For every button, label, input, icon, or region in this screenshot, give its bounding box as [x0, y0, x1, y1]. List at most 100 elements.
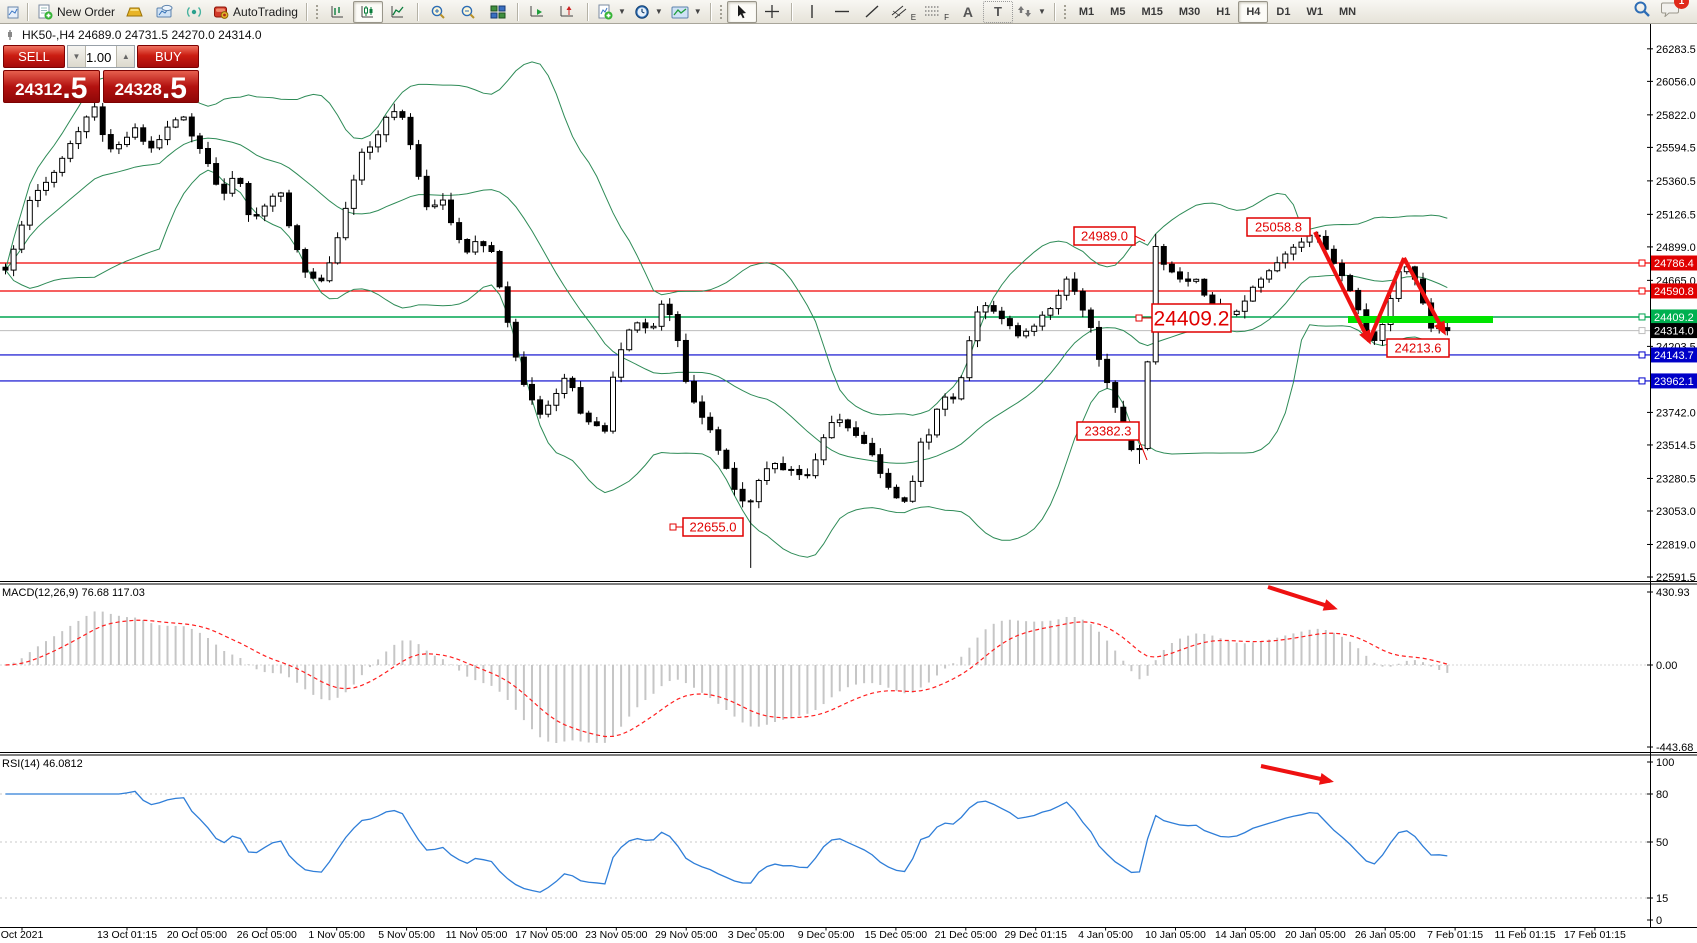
toolbar-drag-handle[interactable] — [718, 3, 724, 20]
price-annotation-box[interactable] — [1246, 217, 1311, 237]
chart-shift-button[interactable] — [553, 1, 583, 23]
trend-arrow[interactable] — [1260, 764, 1331, 783]
autotrading-icon — [214, 6, 229, 19]
rsi-line[interactable] — [5, 790, 1448, 893]
gold-ingot-button[interactable] — [119, 1, 149, 23]
buy-price-frac: .5 — [161, 71, 187, 105]
cursor-tool-button[interactable] — [726, 0, 757, 23]
timeframe-button-m30[interactable]: M30 — [1178, 5, 1201, 18]
new-order-button[interactable]: New Order — [33, 1, 119, 23]
indicators-icon — [598, 4, 613, 19]
bollinger-band-line[interactable] — [5, 61, 1448, 416]
fibonacci-tool-button[interactable]: F — [920, 1, 953, 23]
text-tool-button[interactable]: A — [953, 1, 983, 23]
macd-axis-label: 430.93 — [1656, 587, 1690, 599]
buy-button[interactable]: BUY — [137, 45, 200, 68]
price-axis[interactable]: 26283.5 26056.0 25822.0 25594.5 25360.5 25126… — [1638, 44, 1697, 584]
price-annotation-box[interactable] — [1151, 303, 1232, 333]
auto-scroll-button[interactable] — [523, 1, 553, 23]
vertical-line-tool-button[interactable] — [797, 1, 827, 23]
timeframe-button-w1[interactable]: W1 — [1306, 5, 1323, 18]
trend-arrow[interactable] — [1267, 585, 1335, 610]
trend-arrow-head — [1318, 773, 1334, 785]
autotrading-button[interactable]: AutoTrading — [209, 1, 302, 23]
new-order-icon — [38, 4, 53, 19]
y-axis-label: 25126.5 — [1656, 209, 1696, 221]
time-axis[interactable]: Oct 2021 13 Oct 01:15 20 Oct 05:00 26 Oct 0… — [1, 927, 1626, 942]
tile-windows-icon — [490, 5, 506, 19]
toolbar-drag-handle[interactable] — [1062, 3, 1068, 20]
tile-windows-button[interactable] — [483, 1, 513, 23]
price-annotation-box[interactable] — [1386, 338, 1450, 358]
sell-price-button[interactable]: 24312.5 — [3, 70, 100, 103]
x-axis-label: 14 Jan 05:00 — [1215, 929, 1276, 941]
price-annotation-text: 24989.0 — [1081, 229, 1128, 244]
price-annotation-text: 24213.6 — [1395, 341, 1442, 356]
signals-button[interactable] — [179, 1, 209, 23]
zoom-out-button[interactable] — [453, 1, 483, 23]
notification-badge: 1 — [1674, 0, 1689, 9]
price-annotation-box[interactable] — [1073, 226, 1136, 246]
zoom-in-button[interactable] — [423, 1, 453, 23]
horizontal-line-icon — [834, 10, 849, 13]
macd-signal-line[interactable] — [5, 619, 1448, 738]
rsi-label: RSI(14) 46.0812 — [2, 758, 83, 770]
trend-arrow[interactable] — [1313, 231, 1371, 342]
rsi-axis-label: 80 — [1656, 789, 1668, 801]
timeframe-button-d1[interactable]: D1 — [1276, 5, 1291, 18]
arrows-tool-button[interactable]: ▼ — [1013, 1, 1050, 23]
fibonacci-sub-label: F — [944, 12, 949, 22]
price-annotation-box[interactable] — [1076, 421, 1140, 441]
indicators-button[interactable]: ▼ — [593, 1, 630, 23]
sell-button[interactable]: SELL — [3, 45, 65, 68]
timeframe-button-m5[interactable]: M5 — [1110, 5, 1126, 18]
toolbar-separator — [586, 2, 589, 21]
bar-chart-button[interactable] — [323, 1, 353, 23]
timeframe-button-m15[interactable]: M15 — [1141, 5, 1163, 18]
zoom-out-icon — [461, 5, 475, 19]
main-toolbar: New Order AutoTrading — [0, 0, 1697, 24]
toolbar-right-group: 1 — [1633, 0, 1694, 23]
trend-arrow[interactable] — [1367, 257, 1406, 342]
label-tool-button[interactable]: T — [982, 0, 1013, 23]
periods-button[interactable]: ▼ — [630, 1, 667, 23]
volume-increase-button[interactable]: ▲ — [116, 46, 135, 67]
trend-arrow[interactable] — [1402, 257, 1446, 333]
price-annotation-box[interactable] — [682, 517, 744, 537]
rsi-axis-label: 15 — [1656, 893, 1668, 905]
price-tag-text: 24786.4 — [1654, 258, 1694, 270]
candlestick-chart-button[interactable] — [352, 0, 383, 23]
buy-price-button[interactable]: 24328.5 — [102, 70, 199, 105]
channel-icon — [891, 5, 907, 19]
gold-ingot-icon — [125, 7, 143, 16]
y-axis-label: 23514.5 — [1656, 440, 1696, 452]
templates-button[interactable]: ▼ — [667, 1, 706, 23]
crosshair-tool-button[interactable] — [757, 1, 787, 23]
timeframe-button-mn[interactable]: MN — [1338, 5, 1357, 18]
price-tag-text: 24314.0 — [1654, 326, 1694, 338]
volume-decrease-button[interactable]: ▼ — [68, 46, 86, 67]
line-chart-icon — [391, 6, 404, 18]
toolbar-separator — [305, 2, 308, 21]
chart-background[interactable] — [0, 24, 1697, 943]
horizontal-line-tool-button[interactable] — [827, 1, 857, 23]
toolbar-drag-handle[interactable] — [314, 3, 320, 20]
publish-chart-button[interactable] — [149, 1, 179, 23]
arrows-tool-caret: ▼ — [1037, 7, 1046, 16]
fibonacci-icon — [925, 6, 940, 16]
timeframe-button-m1[interactable]: M1 — [1078, 5, 1095, 18]
support-zone-highlight[interactable] — [1348, 316, 1493, 323]
timeframe-button-h4[interactable]: H4 — [1238, 0, 1269, 23]
trendline-tool-button[interactable] — [857, 1, 887, 23]
channel-tool-button[interactable]: E — [887, 1, 920, 23]
timeframe-button-h1[interactable]: H1 — [1216, 5, 1231, 18]
x-axis-label: 17 Nov 05:00 — [515, 929, 578, 941]
y-axis-label: 26056.0 — [1656, 76, 1696, 88]
notifications-button[interactable]: 1 — [1661, 0, 1689, 22]
volume-value[interactable]: 1.00 — [86, 50, 112, 65]
line-chart-button[interactable] — [383, 1, 413, 23]
price-tag — [1651, 323, 1697, 339]
search-button[interactable] — [1633, 0, 1651, 23]
